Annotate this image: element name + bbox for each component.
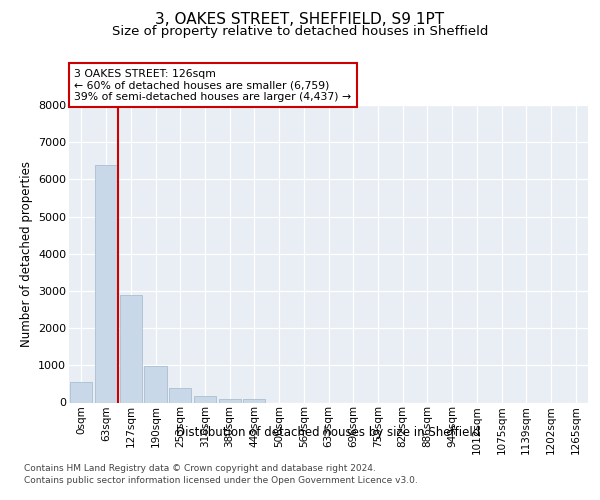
Text: 3, OAKES STREET, SHEFFIELD, S9 1PT: 3, OAKES STREET, SHEFFIELD, S9 1PT	[155, 12, 445, 28]
Text: Contains public sector information licensed under the Open Government Licence v3: Contains public sector information licen…	[24, 476, 418, 485]
Text: 3 OAKES STREET: 126sqm
← 60% of detached houses are smaller (6,759)
39% of semi-: 3 OAKES STREET: 126sqm ← 60% of detached…	[74, 69, 352, 102]
Bar	[218, 399, 241, 402]
Text: Distribution of detached houses by size in Sheffield: Distribution of detached houses by size …	[176, 426, 481, 439]
Bar	[95, 165, 117, 402]
Text: Contains HM Land Registry data © Crown copyright and database right 2024.: Contains HM Land Registry data © Crown c…	[24, 464, 376, 473]
Y-axis label: Number of detached properties: Number of detached properties	[20, 161, 32, 347]
Bar	[70, 382, 92, 402]
Bar	[119, 294, 142, 403]
Bar	[169, 388, 191, 402]
Bar	[194, 396, 216, 402]
Text: Size of property relative to detached houses in Sheffield: Size of property relative to detached ho…	[112, 25, 488, 38]
Bar	[145, 366, 167, 403]
Bar	[243, 399, 265, 402]
